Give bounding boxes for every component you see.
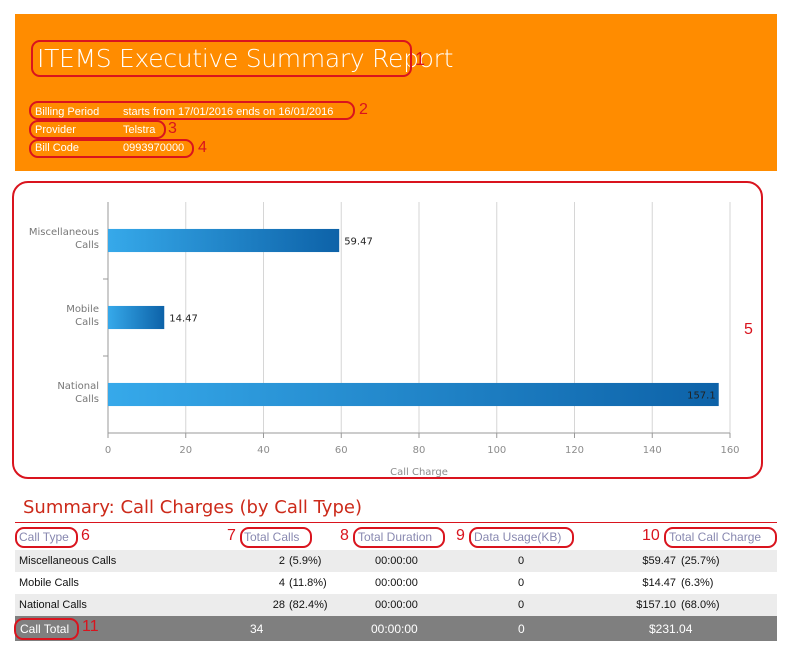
provider: Provider Telstra — [35, 124, 155, 136]
highlight-box-3 — [29, 120, 166, 139]
row-duration: 00:00:00 — [375, 555, 418, 567]
highlight-box-9 — [469, 527, 574, 548]
row-total-calls: 2 — [278, 555, 285, 567]
x-tick-label: 80 — [413, 445, 426, 456]
row-total-calls: 28 — [272, 599, 285, 611]
row-call-type: Mobile Calls — [19, 577, 79, 589]
callout-number-11: 11 — [82, 618, 99, 635]
row-data-usage: 0 — [518, 577, 525, 589]
x-tick-label: 120 — [565, 445, 584, 456]
column-header-total-calls[interactable]: Total Calls — [244, 530, 300, 544]
highlight-box-6 — [15, 527, 78, 548]
highlight-box-8 — [353, 527, 445, 548]
callout-number-9: 9 — [456, 527, 465, 544]
chart-highlight-box — [12, 181, 763, 479]
table-row: National Calls 28 (82.4%) 00:00:00 0 $15… — [15, 594, 777, 616]
category-label: Calls — [75, 317, 99, 328]
x-tick-label: 60 — [335, 445, 348, 456]
row-call-type: Miscellaneous Calls — [19, 555, 117, 567]
provider-value: Telstra — [123, 124, 156, 136]
category-label: Mobile — [66, 304, 99, 315]
callout-number-1: 1 — [415, 49, 426, 69]
callout-number-5: 5 — [744, 321, 753, 338]
row-total-calls: 4 — [278, 577, 285, 589]
bill-code-label: Bill Code — [35, 142, 80, 154]
row-calls-percent: (82.4%) — [289, 599, 328, 611]
summary-divider — [15, 522, 777, 523]
table-row: Miscellaneous Calls 2 (5.9%) 00:00:00 0 … — [15, 550, 777, 572]
billing-period: Billing Period starts from 17/01/2016 en… — [35, 106, 333, 118]
callout-number-8: 8 — [340, 527, 349, 544]
highlight-box-10 — [664, 527, 777, 548]
total-row: Call Total 34 00:00:00 0 $231.04 — [15, 616, 777, 641]
row-charge-percent: (6.3%) — [681, 577, 714, 589]
callout-number-3: 3 — [168, 120, 177, 137]
x-tick-label: 20 — [179, 445, 192, 456]
total-charge: $231.04 — [649, 622, 693, 636]
highlight-box-2 — [29, 101, 355, 120]
row-call-type: National Calls — [19, 599, 87, 611]
x-tick-label: 0 — [105, 445, 111, 456]
row-calls-percent: (11.8%) — [289, 577, 327, 589]
x-axis-title: Call Charge — [390, 467, 448, 478]
row-charge-percent: (68.0%) — [681, 599, 720, 611]
bar[interactable] — [108, 228, 340, 253]
category-label: Calls — [75, 240, 99, 251]
category-label: Calls — [75, 394, 99, 405]
data-label: 59.47 — [344, 237, 373, 248]
column-header-data-usage[interactable]: Data Usage(KB) — [474, 530, 562, 544]
highlight-box-7 — [240, 527, 312, 548]
row-duration: 00:00:00 — [375, 577, 418, 589]
report-title: ITEMS Executive Summary Report — [37, 44, 454, 73]
bar[interactable] — [108, 305, 165, 330]
column-header-call-type[interactable]: Call Type — [19, 530, 69, 544]
row-data-usage: 0 — [518, 599, 525, 611]
bar[interactable] — [108, 382, 719, 407]
row-charge: $14.47 — [642, 577, 676, 589]
x-tick-label: 160 — [720, 445, 739, 456]
row-charge-percent: (25.7%) — [681, 555, 720, 567]
callout-number-4: 4 — [198, 139, 207, 156]
total-label: Call Total — [20, 622, 70, 636]
total-data-usage: 0 — [518, 622, 525, 636]
row-data-usage: 0 — [518, 555, 525, 567]
x-tick-label: 140 — [643, 445, 662, 456]
row-calls-percent: (5.9%) — [289, 555, 322, 567]
callout-number-7: 7 — [227, 527, 236, 544]
category-label: National — [57, 381, 99, 392]
data-label: 157.1 — [687, 391, 716, 402]
billing-period-label: Billing Period — [35, 106, 100, 118]
highlight-box-1 — [31, 40, 412, 77]
highlight-box-4 — [29, 139, 194, 158]
x-tick-label: 40 — [257, 445, 270, 456]
row-charge: $157.10 — [636, 599, 676, 611]
data-label: 14.47 — [169, 314, 198, 325]
provider-label: Provider — [35, 124, 76, 136]
category-label: Miscellaneous — [29, 227, 99, 238]
row-charge: $59.47 — [642, 555, 676, 567]
column-header-total-call-charge[interactable]: Total Call Charge — [669, 530, 762, 544]
callout-number-10: 10 — [642, 527, 660, 544]
bill-code: Bill Code 0993970000 — [35, 142, 184, 154]
callout-number-2: 2 — [359, 101, 368, 118]
bill-code-value: 0993970000 — [123, 142, 185, 154]
total-duration: 00:00:00 — [371, 622, 418, 636]
summary-title: Summary: Call Charges (by Call Type) — [23, 497, 362, 518]
x-tick-label: 100 — [487, 445, 506, 456]
callout-number-6: 6 — [81, 527, 90, 544]
column-header-total-duration[interactable]: Total Duration — [358, 530, 433, 544]
row-duration: 00:00:00 — [375, 599, 418, 611]
total-calls: 34 — [250, 622, 264, 636]
billing-period-value: starts from 17/01/2016 ends on 16/01/201… — [123, 106, 334, 118]
table-row: Mobile Calls 4 (11.8%) 00:00:00 0 $14.47… — [15, 572, 777, 594]
highlight-box-11 — [14, 618, 79, 640]
